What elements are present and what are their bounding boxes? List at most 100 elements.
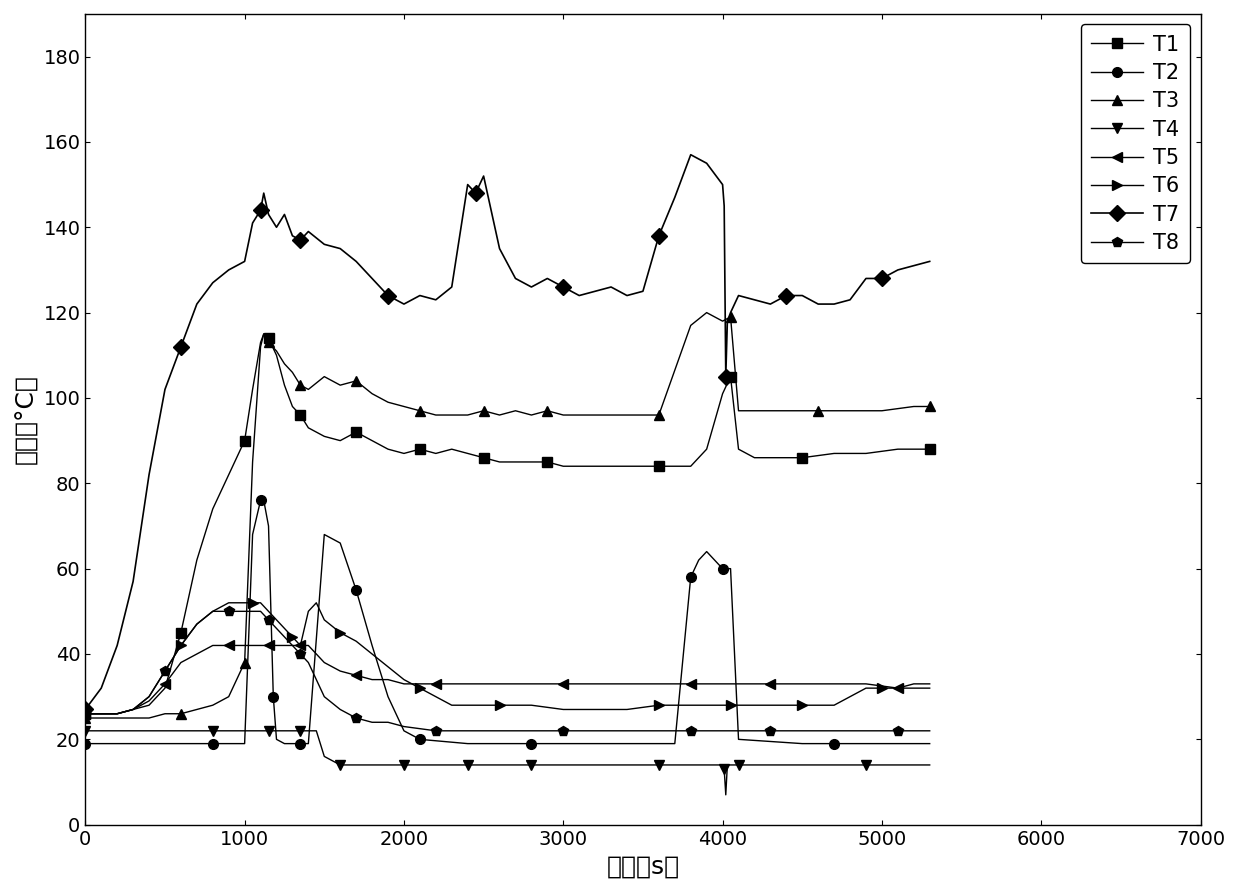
T8 bbox=[763, 725, 778, 736]
Y-axis label: 温度（°C）: 温度（°C） bbox=[14, 375, 38, 464]
T2 bbox=[683, 572, 698, 582]
T4 bbox=[237, 725, 252, 736]
T8 bbox=[206, 606, 221, 616]
T4 bbox=[141, 725, 156, 736]
T7 bbox=[206, 277, 221, 288]
X-axis label: 时间（s）: 时间（s） bbox=[606, 855, 679, 878]
T5 bbox=[429, 679, 444, 690]
T3 bbox=[253, 342, 268, 352]
T4 bbox=[445, 760, 460, 771]
T2 bbox=[278, 739, 292, 749]
T4 bbox=[859, 760, 873, 771]
Legend: T1, T2, T3, T4, T5, T6, T7, T8: T1, T2, T3, T4, T5, T6, T7, T8 bbox=[1080, 24, 1191, 263]
T8 bbox=[261, 615, 276, 625]
T3 bbox=[364, 388, 379, 399]
T8 bbox=[922, 725, 937, 736]
T1 bbox=[110, 708, 125, 719]
T5 bbox=[110, 708, 125, 719]
T1 bbox=[794, 452, 809, 463]
T2 bbox=[668, 739, 683, 749]
T3 bbox=[731, 405, 746, 416]
T5 bbox=[285, 640, 300, 651]
T4 bbox=[278, 725, 292, 736]
T5 bbox=[683, 679, 698, 690]
T3 bbox=[237, 657, 252, 668]
T2 bbox=[715, 564, 730, 574]
T1 bbox=[620, 461, 634, 472]
T1 bbox=[285, 401, 300, 412]
T2 bbox=[253, 495, 268, 506]
T5 bbox=[907, 679, 922, 690]
T4 bbox=[620, 760, 634, 771]
T3 bbox=[206, 700, 221, 711]
T2 bbox=[285, 739, 300, 749]
T2 bbox=[891, 739, 906, 749]
T6 bbox=[348, 636, 363, 647]
T4 bbox=[396, 760, 411, 771]
T3 bbox=[173, 708, 188, 719]
T8 bbox=[173, 640, 188, 651]
T5 bbox=[364, 674, 379, 685]
T1 bbox=[724, 371, 738, 382]
T2 bbox=[724, 564, 738, 574]
T8 bbox=[125, 704, 140, 714]
T3 bbox=[292, 380, 307, 391]
T2 bbox=[364, 640, 379, 651]
T3 bbox=[779, 405, 794, 416]
T1 bbox=[508, 457, 523, 467]
T3 bbox=[333, 380, 348, 391]
T4 bbox=[719, 789, 733, 800]
T8 bbox=[110, 708, 125, 719]
T5 bbox=[222, 640, 237, 651]
T8 bbox=[269, 623, 284, 633]
T5 bbox=[715, 679, 730, 690]
T4 bbox=[683, 760, 698, 771]
T3 bbox=[556, 409, 571, 420]
T4 bbox=[253, 725, 268, 736]
T3 bbox=[747, 405, 762, 416]
T2 bbox=[256, 495, 271, 506]
T1 bbox=[556, 461, 571, 472]
T1 bbox=[429, 448, 444, 458]
T1 bbox=[747, 452, 762, 463]
T3 bbox=[699, 307, 714, 318]
T2 bbox=[731, 734, 746, 745]
T5 bbox=[206, 640, 221, 651]
T3 bbox=[301, 384, 316, 395]
T7 bbox=[922, 256, 937, 267]
T4 bbox=[206, 725, 221, 736]
T3 bbox=[810, 405, 825, 416]
T1 bbox=[540, 457, 555, 467]
T8 bbox=[222, 606, 237, 616]
T4 bbox=[524, 760, 539, 771]
T1 bbox=[731, 444, 746, 455]
T8 bbox=[556, 725, 571, 736]
T3 bbox=[278, 359, 292, 369]
T2 bbox=[476, 739, 491, 749]
T4 bbox=[460, 760, 475, 771]
T3 bbox=[413, 405, 427, 416]
T5 bbox=[78, 708, 93, 719]
T3 bbox=[907, 401, 922, 412]
T1 bbox=[922, 444, 937, 455]
T3 bbox=[110, 713, 125, 723]
T4 bbox=[364, 760, 379, 771]
T4 bbox=[763, 760, 778, 771]
T5 bbox=[859, 679, 873, 690]
T3 bbox=[620, 409, 634, 420]
T2 bbox=[110, 739, 125, 749]
T4 bbox=[652, 760, 667, 771]
T3 bbox=[245, 457, 260, 467]
T5 bbox=[125, 704, 140, 714]
T6 bbox=[78, 708, 93, 719]
T7 bbox=[413, 290, 427, 301]
T8 bbox=[301, 657, 316, 668]
T3 bbox=[508, 405, 523, 416]
T1 bbox=[222, 469, 237, 480]
T6 bbox=[922, 682, 937, 693]
T5 bbox=[524, 679, 539, 690]
T1 bbox=[256, 328, 271, 339]
T4 bbox=[891, 760, 906, 771]
Line: T7: T7 bbox=[79, 149, 935, 715]
T2 bbox=[245, 529, 260, 540]
